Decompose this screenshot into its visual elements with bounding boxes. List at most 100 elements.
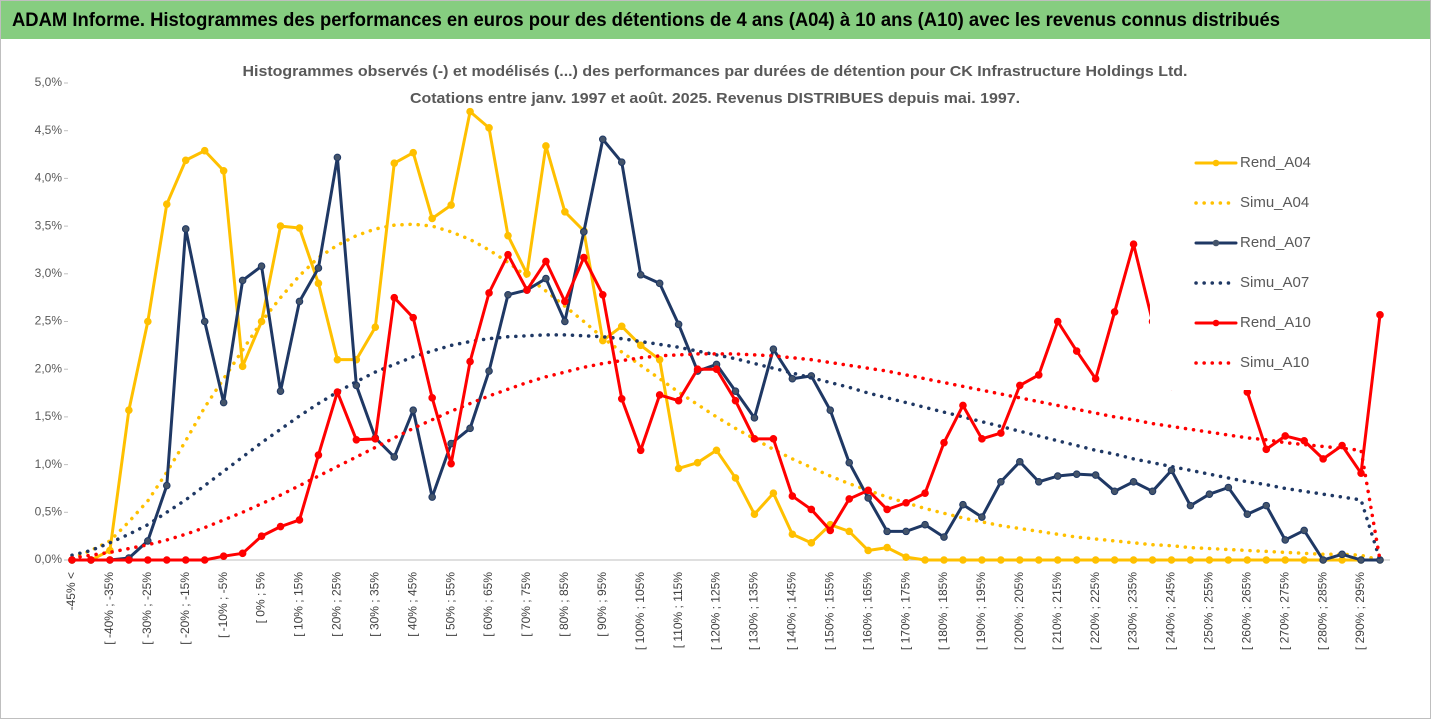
x-tick-label: [ 140% ; 145% xyxy=(785,572,799,650)
data-point xyxy=(200,146,209,155)
data-point xyxy=(1016,381,1024,390)
data-point xyxy=(1110,308,1119,316)
data-point xyxy=(371,323,380,332)
data-point xyxy=(257,532,266,540)
series-line xyxy=(70,222,1382,562)
data-point xyxy=(883,505,891,514)
data-point xyxy=(352,435,361,444)
data-point xyxy=(1091,556,1100,564)
data-point xyxy=(580,253,588,262)
data-point xyxy=(1243,510,1252,519)
data-point xyxy=(1281,536,1290,544)
data-point xyxy=(921,489,929,498)
data-point xyxy=(598,135,607,144)
data-point xyxy=(1034,371,1043,379)
data-point xyxy=(542,257,550,266)
data-point xyxy=(959,401,967,410)
x-tick-label: [ 250% ; 255% xyxy=(1202,572,1216,650)
data-point xyxy=(1300,556,1308,564)
x-tick-label: -45% < xyxy=(64,572,78,610)
data-point xyxy=(561,207,569,216)
data-point xyxy=(712,365,721,374)
data-point xyxy=(617,158,626,166)
data-point xyxy=(162,481,171,490)
data-point xyxy=(238,549,247,558)
data-point xyxy=(1338,550,1346,559)
data-point xyxy=(1053,317,1062,326)
data-point xyxy=(978,435,986,443)
data-point xyxy=(181,156,190,165)
data-point xyxy=(333,153,342,162)
data-point xyxy=(712,446,721,455)
data-point xyxy=(314,279,323,288)
data-point xyxy=(1300,526,1308,535)
data-point xyxy=(125,406,133,415)
data-point xyxy=(542,274,550,283)
data-point xyxy=(940,533,948,541)
data-point xyxy=(523,286,531,294)
data-point xyxy=(750,414,759,422)
data-point xyxy=(864,486,872,495)
data-point xyxy=(144,317,152,326)
data-point xyxy=(276,522,285,531)
data-point xyxy=(200,317,209,326)
data-point xyxy=(1376,311,1384,319)
y-tick-label: 0,0% xyxy=(35,552,63,566)
x-tick-label: [ 280% ; 285% xyxy=(1315,572,1329,650)
data-point xyxy=(561,317,569,326)
data-point xyxy=(617,322,626,331)
x-tick-label: [ 180% ; 185% xyxy=(936,572,950,650)
data-point xyxy=(1186,556,1195,564)
legend-marker xyxy=(1212,239,1220,247)
data-point xyxy=(485,124,493,132)
x-tick-label: [ 0% ; 5% xyxy=(254,572,268,624)
data-point xyxy=(219,398,228,407)
x-tick-label: [ -40% ; -35% xyxy=(102,572,116,645)
data-point xyxy=(219,552,228,560)
header-title: ADAM Informe. Histogrammes des performan… xyxy=(12,10,1280,31)
data-point xyxy=(466,107,474,116)
data-point xyxy=(769,435,778,443)
data-point xyxy=(333,355,342,364)
data-point xyxy=(883,527,891,536)
series-line xyxy=(70,110,1382,562)
data-point xyxy=(447,459,455,468)
data-point xyxy=(845,495,854,503)
x-tick-label: [ 110% ; 115% xyxy=(671,572,685,649)
data-point xyxy=(674,320,683,329)
data-point xyxy=(504,231,512,240)
data-point xyxy=(1338,441,1346,450)
legend-label: Simu_A04 xyxy=(1240,194,1309,211)
data-point xyxy=(238,276,247,285)
data-point xyxy=(978,556,986,564)
data-point xyxy=(200,556,209,564)
data-point xyxy=(1034,477,1043,486)
y-tick-label: 4,5% xyxy=(35,123,63,137)
data-point xyxy=(295,297,304,306)
data-point xyxy=(561,297,569,306)
x-tick-label: [ 80% ; 85% xyxy=(557,572,571,637)
x-tick-label: [ 90% ; 95% xyxy=(595,572,609,637)
data-point xyxy=(1281,432,1290,440)
data-point xyxy=(1129,556,1138,564)
data-point xyxy=(390,159,399,167)
data-point xyxy=(144,556,152,564)
x-tick-label: [ 130% ; 135% xyxy=(747,572,761,650)
y-tick-label: 2,0% xyxy=(35,361,63,375)
series-line xyxy=(70,137,1382,562)
legend-label: Rend_A10 xyxy=(1240,314,1311,331)
y-tick-label: 5,0% xyxy=(35,75,63,89)
data-point xyxy=(314,264,323,272)
data-point xyxy=(845,527,854,536)
x-tick-label: [ 170% ; 175% xyxy=(898,572,912,650)
data-point xyxy=(1016,556,1024,564)
legend-label: Simu_A10 xyxy=(1240,354,1309,371)
data-point xyxy=(940,438,948,447)
data-point xyxy=(788,492,797,500)
data-point xyxy=(276,387,285,395)
series-line xyxy=(70,333,1382,562)
data-point xyxy=(883,543,891,552)
data-point xyxy=(1034,556,1043,564)
data-point xyxy=(997,556,1005,564)
